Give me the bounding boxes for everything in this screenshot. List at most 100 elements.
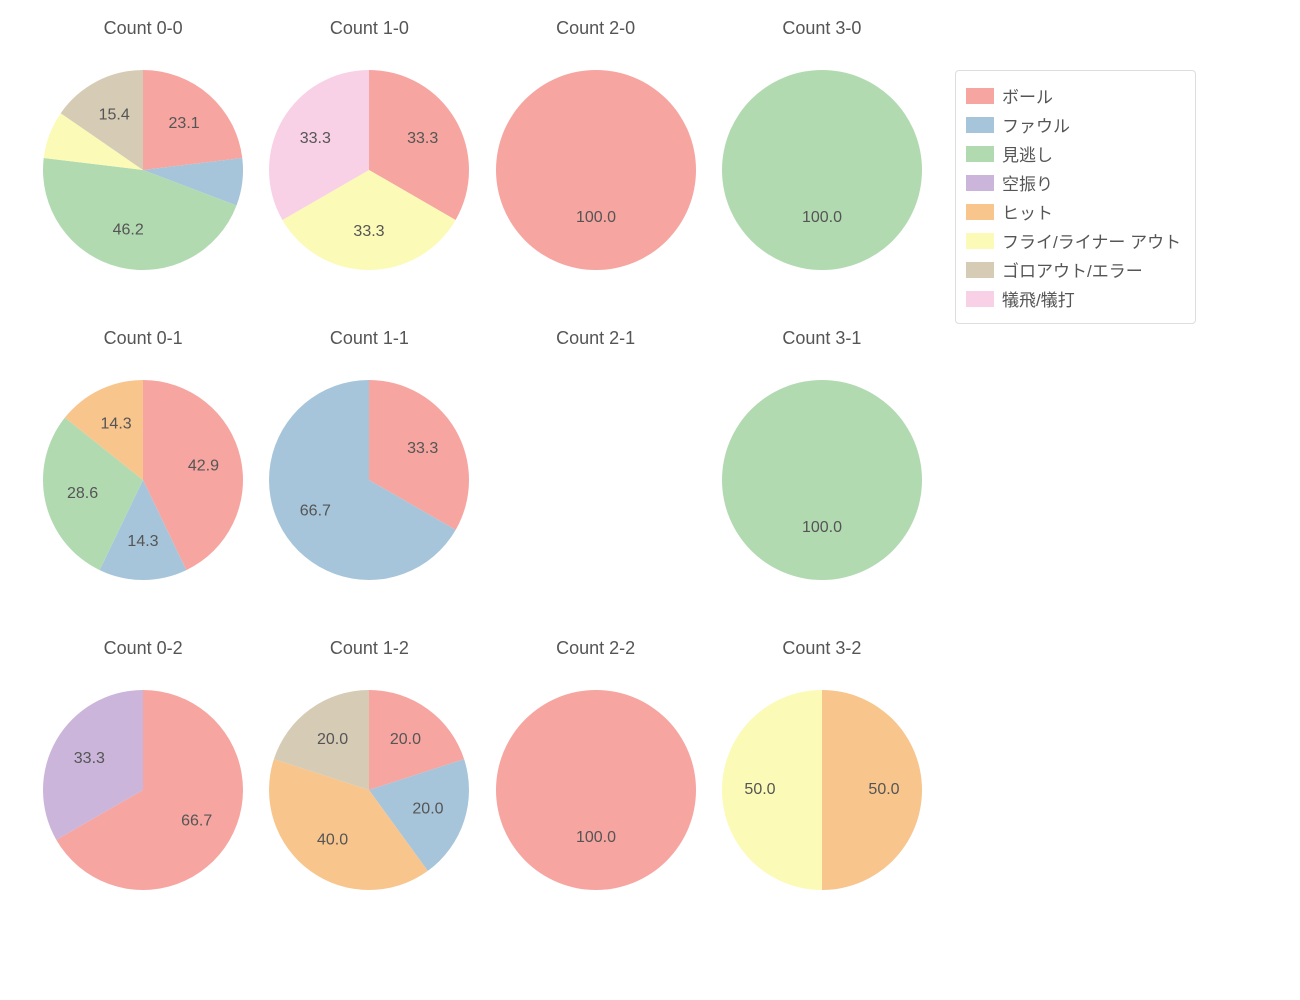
pie-chart: 20.0 20.0 40.0 20.0 <box>269 690 469 890</box>
pie-wrap: 42.9 14.3 28.6 14.3 <box>43 380 243 580</box>
pie-slice-label: 42.9 <box>188 457 219 474</box>
legend-item: ヒット <box>966 197 1181 226</box>
pie-wrap: 23.1 46.2 15.4 <box>43 70 243 270</box>
legend-swatch <box>966 291 994 307</box>
pie-wrap: 100.0 <box>496 690 696 890</box>
pie-chart: 33.3 33.3 33.3 <box>269 70 469 270</box>
legend-swatch <box>966 262 994 278</box>
pie-wrap: 20.0 20.0 40.0 20.0 <box>269 690 469 890</box>
chart-page: Count 0-023.146.215.4Count 1-033.333.333… <box>0 0 1300 1000</box>
chart-title: Count 2-1 <box>483 328 709 349</box>
pie-slice-label: 33.3 <box>300 130 331 147</box>
chart-cell: Count 2-2 100.0 <box>483 630 709 940</box>
pie-slice-label: 20.0 <box>317 731 348 748</box>
pie-chart: 100.0 <box>722 380 922 580</box>
chart-title: Count 0-2 <box>30 638 256 659</box>
legend-swatch <box>966 233 994 249</box>
chart-title: Count 1-2 <box>256 638 482 659</box>
legend-label: 空振り <box>1002 170 1053 195</box>
pie-slice-label: 40.0 <box>317 831 348 848</box>
pie-slice-label: 33.3 <box>354 223 385 240</box>
chart-title: Count 0-1 <box>30 328 256 349</box>
chart-cell: Count 0-2 66.7 33.3 <box>30 630 256 940</box>
legend-label: ファウル <box>1002 112 1070 137</box>
pie-slice-label: 14.3 <box>128 533 159 550</box>
chart-title: Count 0-0 <box>30 18 256 39</box>
chart-title: Count 3-1 <box>709 328 935 349</box>
pie-slice-label: 33.3 <box>407 130 438 147</box>
chart-cell: Count 0-1 42.9 14.3 28.6 14.3 <box>30 320 256 630</box>
legend-label: フライ/ライナー アウト <box>1002 228 1181 253</box>
pie-grid: Count 0-023.146.215.4Count 1-033.333.333… <box>30 10 935 940</box>
chart-title: Count 2-0 <box>483 18 709 39</box>
pie-slice <box>722 70 922 270</box>
pie-chart: 100.0 <box>722 70 922 270</box>
pie-wrap: 33.3 33.3 33.3 <box>269 70 469 270</box>
pie-wrap: 100.0 <box>496 70 696 270</box>
legend-swatch <box>966 117 994 133</box>
legend-item: ファウル <box>966 110 1181 139</box>
legend-swatch <box>966 175 994 191</box>
legend-label: 見逃し <box>1002 141 1053 166</box>
legend-item: ゴロアウト/エラー <box>966 255 1181 284</box>
chart-cell: Count 2-1 <box>483 320 709 630</box>
legend-label: ゴロアウト/エラー <box>1002 257 1143 282</box>
legend-label: 犠飛/犠打 <box>1002 286 1075 311</box>
chart-cell: Count 3-2 50.050.0 <box>709 630 935 940</box>
pie-slice-label: 20.0 <box>413 800 444 817</box>
pie-wrap: 50.050.0 <box>722 690 922 890</box>
legend-swatch <box>966 88 994 104</box>
chart-cell: Count 1-0 33.3 33.3 33.3 <box>256 10 482 320</box>
legend: ボールファウル見逃し空振りヒットフライ/ライナー アウトゴロアウト/エラー犠飛/… <box>955 70 1196 324</box>
chart-title: Count 1-1 <box>256 328 482 349</box>
pie-slice-label: 50.0 <box>868 781 899 798</box>
pie-slice-label: 66.7 <box>300 502 331 519</box>
legend-swatch <box>966 146 994 162</box>
pie-wrap: 100.0 <box>722 70 922 270</box>
pie-slice-label: 23.1 <box>169 115 200 132</box>
pie-slice-label: 15.4 <box>99 106 130 123</box>
pie-slice-label: 20.0 <box>390 731 421 748</box>
pie-slice-label: 14.3 <box>101 415 132 432</box>
chart-title: Count 1-0 <box>256 18 482 39</box>
pie-chart: 42.9 14.3 28.6 14.3 <box>43 380 243 580</box>
pie-chart: 100.0 <box>496 70 696 270</box>
legend-label: ヒット <box>1002 199 1053 224</box>
pie-slice-label: 100.0 <box>576 209 616 226</box>
legend-item: フライ/ライナー アウト <box>966 226 1181 255</box>
pie-chart: 50.050.0 <box>722 690 922 890</box>
legend-label: ボール <box>1002 83 1053 108</box>
pie-slice-label: 28.6 <box>67 485 98 502</box>
chart-cell: Count 2-0 100.0 <box>483 10 709 320</box>
pie-slice-label: 66.7 <box>181 812 212 829</box>
pie-chart <box>496 380 696 580</box>
chart-cell: Count 0-0 23.1 46.2 15.4 <box>30 10 256 320</box>
pie-slice-label: 100.0 <box>802 209 842 226</box>
pie-chart: 23.1 46.2 15.4 <box>43 70 243 270</box>
legend-item: 空振り <box>966 168 1181 197</box>
chart-title: Count 2-2 <box>483 638 709 659</box>
pie-slice <box>496 690 696 890</box>
pie-wrap: 100.0 <box>722 380 922 580</box>
pie-slice-label: 33.3 <box>74 750 105 767</box>
legend-item: ボール <box>966 81 1181 110</box>
chart-cell: Count 3-0 100.0 <box>709 10 935 320</box>
pie-wrap: 33.366.7 <box>269 380 469 580</box>
legend-item: 犠飛/犠打 <box>966 284 1181 313</box>
legend-item: 見逃し <box>966 139 1181 168</box>
pie-chart: 66.7 33.3 <box>43 690 243 890</box>
pie-slice-label: 100.0 <box>576 829 616 846</box>
chart-title: Count 3-0 <box>709 18 935 39</box>
chart-cell: Count 1-1 33.366.7 <box>256 320 482 630</box>
pie-chart: 100.0 <box>496 690 696 890</box>
pie-chart: 33.366.7 <box>269 380 469 580</box>
pie-wrap <box>496 380 696 580</box>
pie-slice-label: 46.2 <box>113 221 144 238</box>
chart-cell: Count 3-1 100.0 <box>709 320 935 630</box>
pie-slice-label: 100.0 <box>802 519 842 536</box>
pie-slice <box>496 70 696 270</box>
chart-cell: Count 1-2 20.0 20.0 40.0 20.0 <box>256 630 482 940</box>
legend-swatch <box>966 204 994 220</box>
chart-title: Count 3-2 <box>709 638 935 659</box>
pie-wrap: 66.7 33.3 <box>43 690 243 890</box>
